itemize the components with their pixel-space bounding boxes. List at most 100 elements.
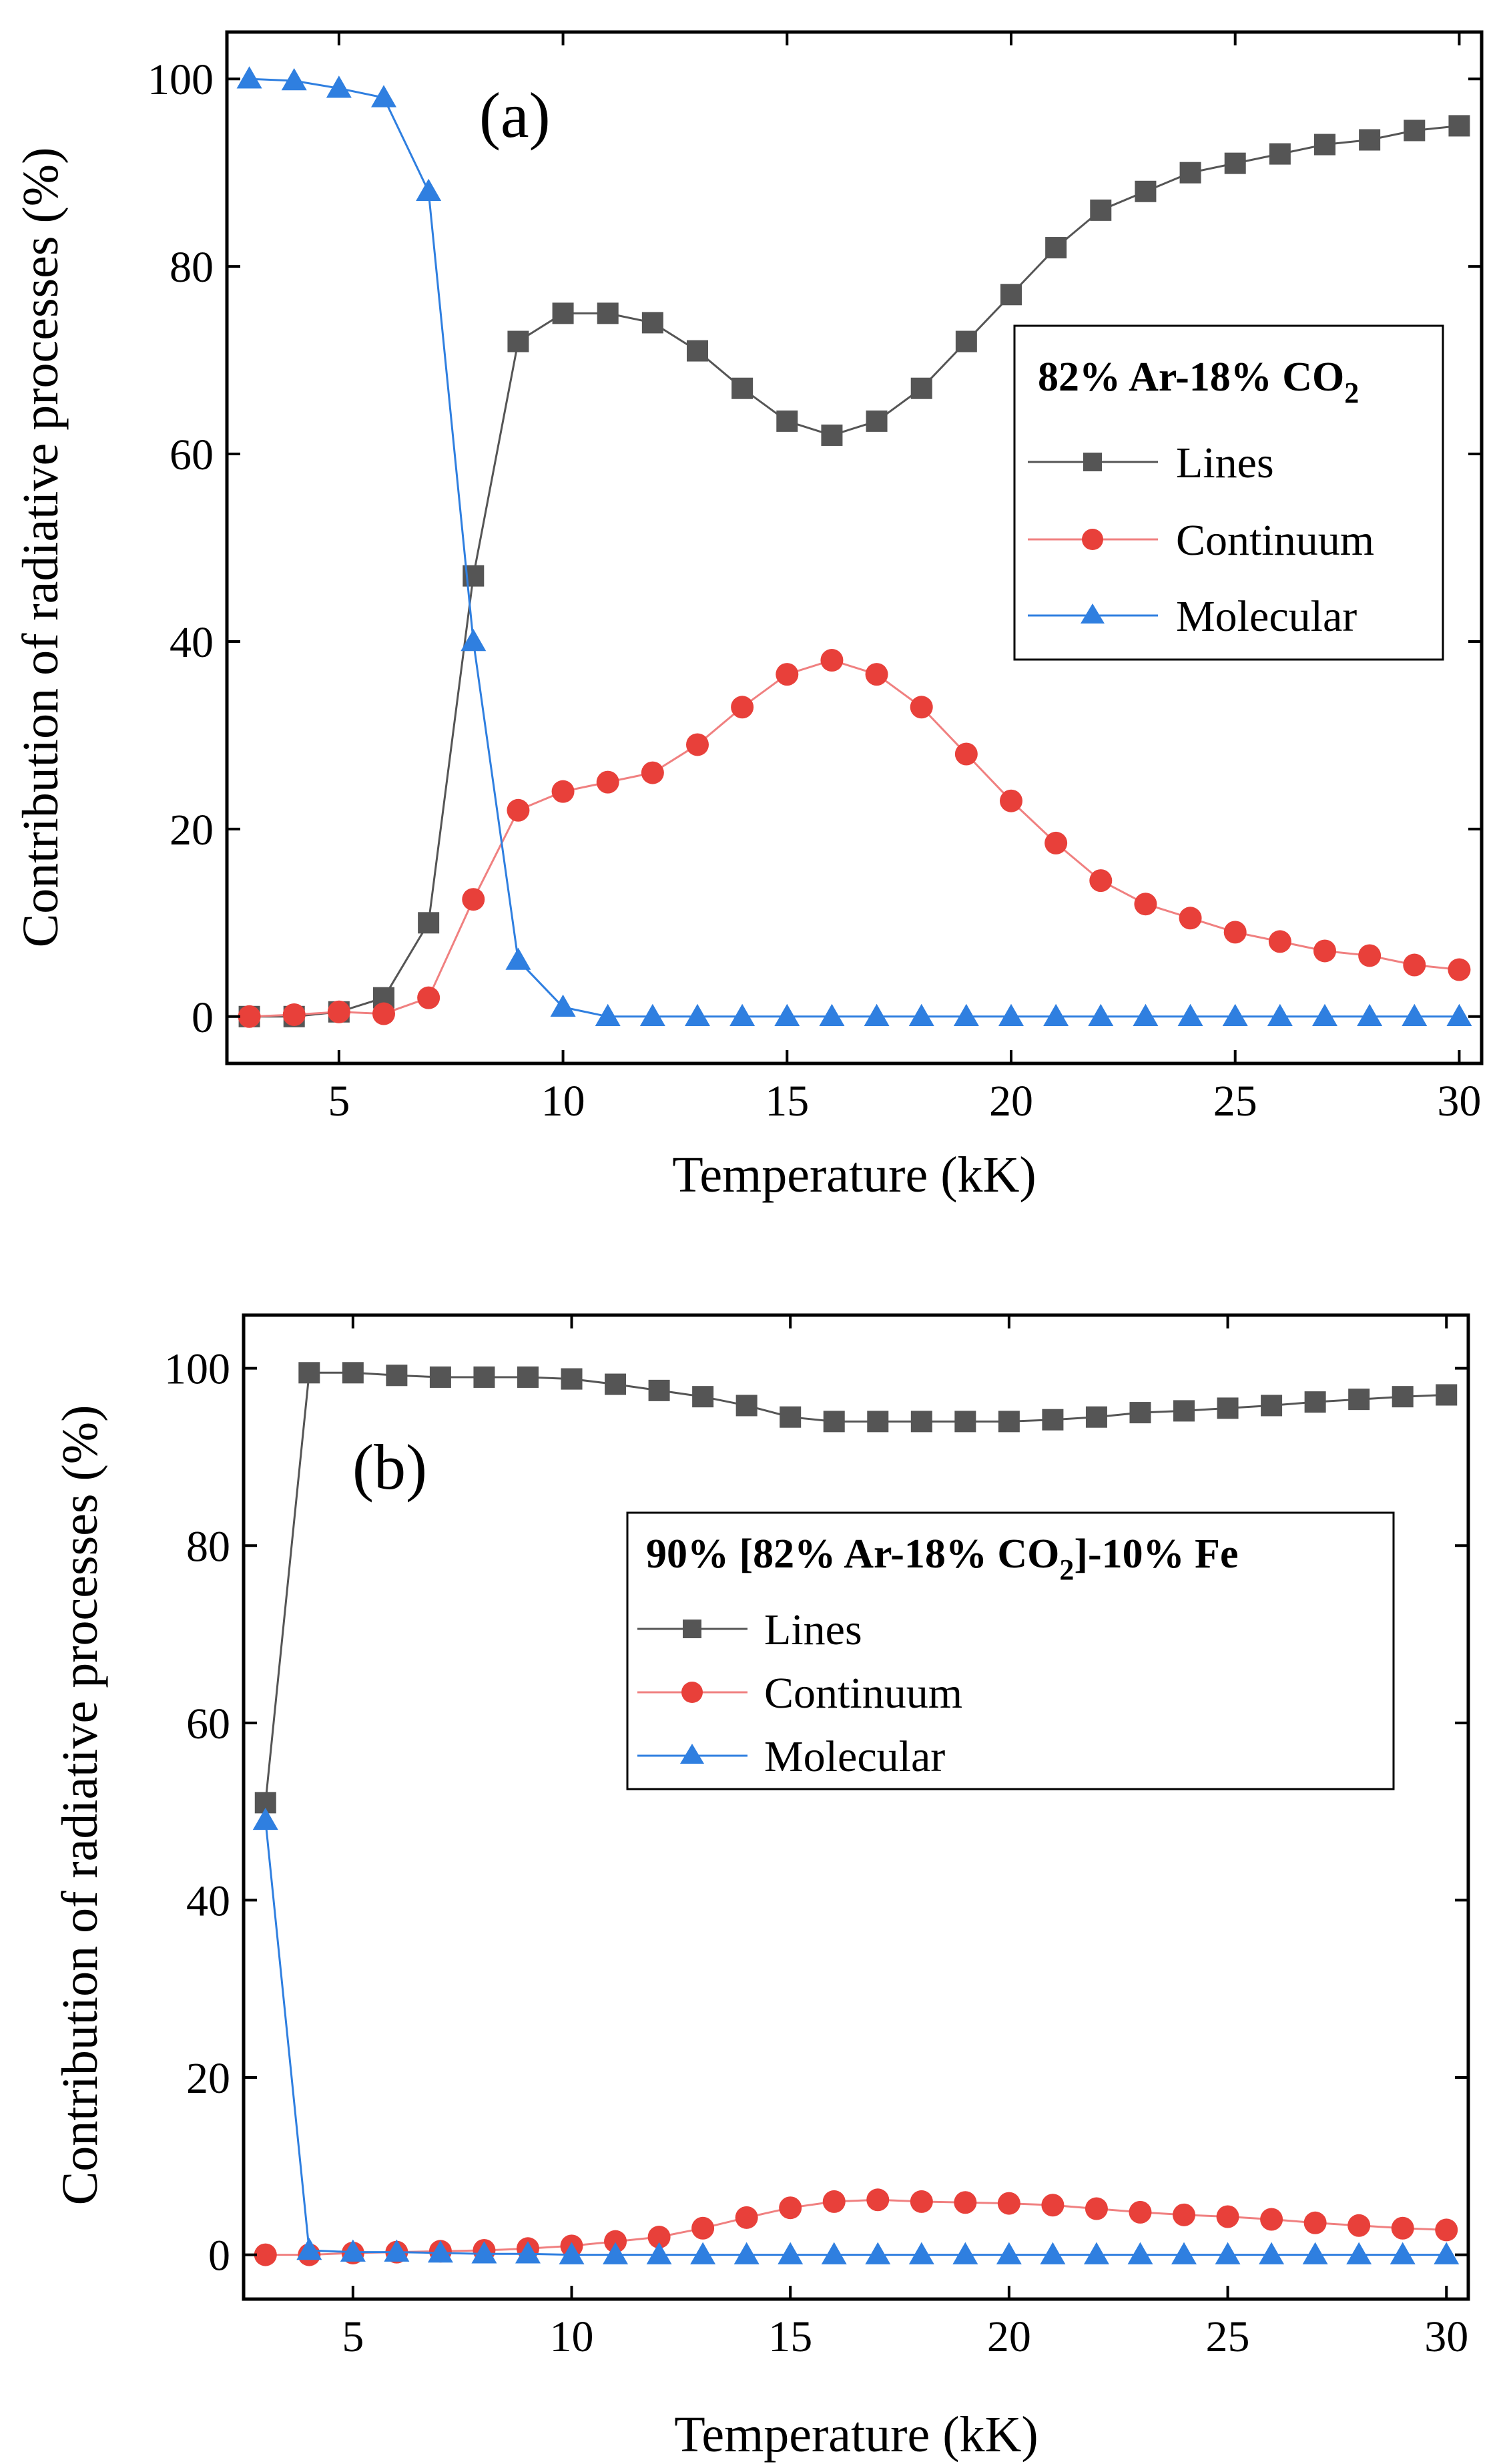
chart-a-lines-point — [1135, 180, 1157, 202]
chart-b-legend-marker-continuum — [681, 1682, 703, 1703]
chart-b-legend-marker-molecular — [680, 1744, 704, 1764]
chart-b-continuum-point — [647, 2226, 671, 2249]
chart-b-legend-label-molecular: Molecular — [764, 1732, 945, 1781]
chart-a-x-tick-label: 30 — [1437, 1077, 1481, 1126]
chart-a-x-tick-label: 10 — [541, 1077, 585, 1126]
chart-b-x-tick-label: 25 — [1206, 2312, 1250, 2361]
chart-b-continuum-point — [1085, 2197, 1108, 2220]
chart-b-molecular-point — [778, 2242, 804, 2264]
chart-a-lines-point — [1224, 152, 1246, 174]
chart-a-y-tick-label: 40 — [170, 618, 214, 667]
chart-b-molecular-point — [996, 2242, 1022, 2264]
chart-b-y-tick-label: 100 — [164, 1345, 230, 1394]
chart-a-lines-point — [821, 424, 843, 446]
chart-b-lines-point — [735, 1395, 758, 1417]
chart-a-molecular-point — [1402, 1003, 1428, 1027]
chart-b-continuum-point — [1260, 2208, 1283, 2231]
chart-b-x-tick-label: 15 — [768, 2312, 812, 2361]
chart-a-lines-point — [1404, 119, 1426, 142]
chart-a-x-tick-label: 5 — [328, 1077, 350, 1126]
chart-b-legend-entry-continuum: Continuum — [637, 1669, 962, 1718]
chart-b-molecular-point — [1434, 2242, 1460, 2264]
chart-a-legend-entry-lines: Lines — [1028, 439, 1274, 487]
chart-a-lines-line — [249, 125, 1460, 1018]
chart-a-legend-box — [1013, 324, 1444, 661]
chart-b-y-tick-label: 20 — [186, 2054, 230, 2103]
chart-b-legend-label-lines: Lines — [764, 1606, 862, 1654]
chart-b-panel-label: (b) — [352, 1431, 427, 1503]
chart-a-continuum-point — [507, 798, 530, 822]
chart-a-molecular-point — [550, 994, 576, 1017]
chart-a-continuum-point — [1223, 921, 1247, 944]
chart-b-molecular-point — [908, 2242, 934, 2264]
chart-b-molecular-point — [1346, 2242, 1372, 2264]
chart-b-lines-point — [386, 1365, 408, 1387]
chart-a-plot-frame — [225, 30, 1484, 1065]
chart-a-x-tick-label: 25 — [1213, 1077, 1257, 1126]
chart-a-molecular-point — [1312, 1003, 1337, 1027]
chart-b-lines-point — [692, 1386, 714, 1408]
chart-b-continuum-point — [910, 2190, 933, 2213]
chart-b-lines-point — [429, 1366, 451, 1388]
chart-a-molecular-point — [998, 1003, 1024, 1027]
chart-b-x-tick-label: 10 — [550, 2312, 594, 2361]
chart-a-y-tick-label: 20 — [170, 806, 214, 854]
chart-b-lines-point — [1261, 1395, 1283, 1417]
chart-a-lines-point — [731, 377, 754, 399]
chart-a-molecular-point — [505, 947, 531, 970]
chart-a-lines-point — [641, 312, 663, 334]
chart-b-y-axis-title: Contribution of radiative processes (%) — [52, 1405, 108, 2206]
chart-b-lines-point — [910, 1411, 932, 1433]
chart-b-x-tick-label: 30 — [1424, 2312, 1468, 2361]
chart-a-molecular-point — [236, 66, 262, 89]
chart-b-y-tick-label: 40 — [186, 1877, 230, 1925]
chart-a-lines-point — [507, 330, 529, 352]
chart-a-legend-marker-continuum — [1082, 529, 1103, 550]
chart-b-lines-point — [1042, 1409, 1064, 1431]
chart-b-molecular-point — [646, 2242, 672, 2264]
chart-b-continuum-point — [691, 2216, 715, 2240]
chart-b-molecular-point — [340, 2239, 366, 2262]
chart-a-molecular-point — [953, 1003, 979, 1027]
chart-b-molecular-point — [690, 2242, 716, 2264]
chart-a-continuum-point — [1268, 930, 1291, 953]
chart-b-continuum-point — [1216, 2205, 1239, 2228]
chart-a-continuum-point — [641, 761, 664, 784]
chart-a-y-tick-label: 80 — [170, 243, 214, 292]
chart-a-molecular-line — [249, 77, 1460, 1018]
chart-b-lines-point — [1217, 1397, 1239, 1419]
chart-b-legend-entry-molecular: Molecular — [637, 1732, 945, 1781]
chart-b-continuum-point — [1391, 2216, 1414, 2240]
chart-b-molecular-line — [264, 1820, 1447, 2256]
chart-b-molecular-point — [427, 2240, 453, 2263]
chart-a-continuum-point — [462, 888, 485, 911]
chart-b-lines-point — [1436, 1384, 1458, 1406]
chart-a-continuum-point — [776, 663, 799, 686]
chart-b-continuum-point — [254, 2243, 277, 2266]
chart-b-molecular-point — [471, 2241, 497, 2264]
chart-a-lines-point — [776, 410, 798, 432]
chart-b-molecular-point — [1215, 2242, 1241, 2264]
chart-b-continuum-point — [1129, 2200, 1152, 2224]
chart-a-continuum-point — [910, 696, 933, 719]
chart-a-continuum-point — [1044, 831, 1068, 854]
chart-b-molecular-point — [603, 2242, 629, 2264]
chart-a-molecular-point — [1088, 1003, 1114, 1027]
chart-a-continuum-point — [954, 742, 978, 766]
chart-a-lines-point — [687, 340, 708, 362]
chart-b-lines-point — [561, 1368, 583, 1390]
chart-a-molecular-point — [819, 1003, 845, 1027]
chart-b-molecular-point — [252, 1807, 278, 1830]
chart-b-continuum-point — [997, 2192, 1020, 2215]
chart-b-lines-point — [473, 1366, 495, 1388]
chart-a-continuum-point — [731, 696, 754, 719]
chart-b-continuum-point — [1041, 2194, 1065, 2217]
chart-a-lines-point — [1000, 284, 1022, 306]
chart-b-molecular-point — [1390, 2242, 1416, 2264]
chart-a-continuum-point — [596, 770, 619, 794]
chart-panel-a: 5 10 15 20 25 30 0 20 40 60 80 100 (a) Temperature … — [13, 30, 1484, 1203]
chart-a-continuum-point — [1403, 953, 1426, 977]
chart-panel-b: 5 10 15 20 25 30 0 20 40 60 80 100 (b) Temperature … — [52, 1313, 1470, 2463]
chart-a-lines-point — [552, 302, 574, 324]
